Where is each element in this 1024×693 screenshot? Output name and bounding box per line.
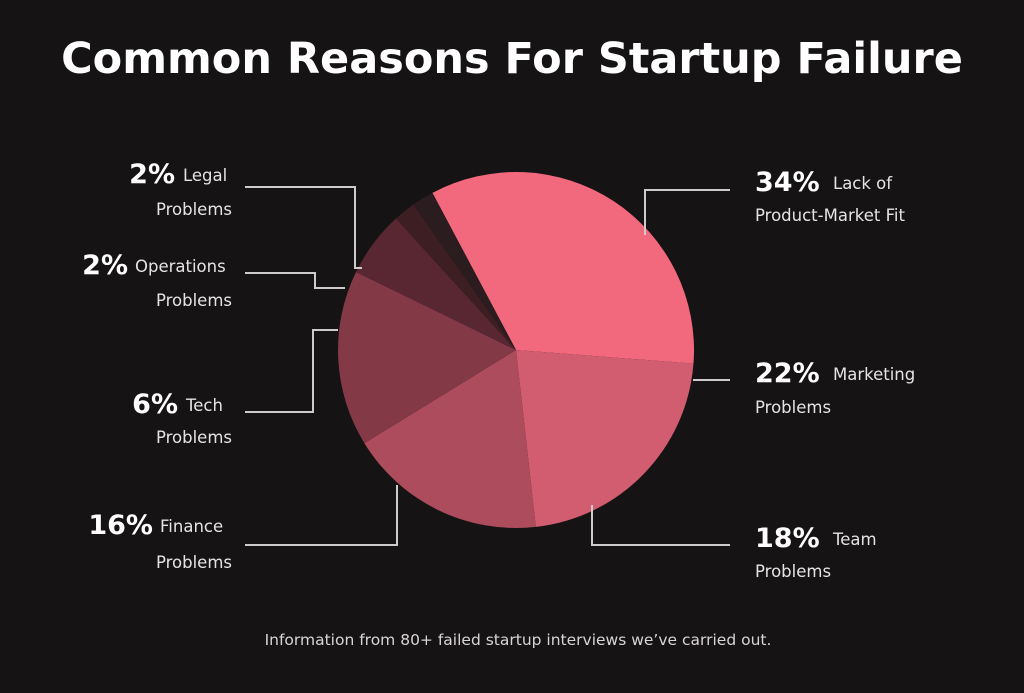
slice-category-label-line2: Problems	[156, 553, 232, 572]
slice-category-label-line2: Problems	[156, 291, 232, 310]
slice-percent-label: 2%	[129, 159, 175, 190]
pie-slice	[395, 204, 516, 350]
slice-category-label: Marketing	[833, 365, 915, 384]
pie-slice	[337, 271, 516, 444]
slice-category-label-line2: Problems	[755, 398, 831, 417]
pie-slices	[337, 171, 695, 528]
slice-percent-label: 2%	[82, 250, 128, 281]
leader-line	[245, 186, 362, 269]
slice-percent-label: 22%	[755, 358, 820, 389]
pie-slice	[516, 350, 694, 527]
slice-category-label: Lack of	[833, 174, 893, 193]
slice-labels: 34% Lack of Product-Market Fit 22% Marketing…	[82, 159, 915, 581]
slice-category-label-line2: Product-Market Fit	[755, 206, 905, 225]
leader-lines	[245, 186, 730, 546]
pie-slice	[432, 171, 695, 364]
slice-category-label: Finance	[160, 517, 223, 536]
slice-category-label: Legal	[183, 166, 227, 185]
leader-line	[591, 505, 730, 546]
leader-line	[245, 329, 338, 413]
slice-category-label: Operations	[135, 257, 226, 276]
slice-percent-label: 18%	[755, 523, 820, 554]
slice-percent-label: 34%	[755, 167, 820, 198]
pie-slice	[413, 192, 516, 350]
pie-slice	[364, 350, 536, 528]
slice-category-label-line2: Problems	[755, 562, 831, 581]
leader-line	[245, 485, 398, 546]
slice-category-label: Team	[832, 530, 877, 549]
slice-category-label-line2: Problems	[156, 200, 232, 219]
slice-percent-label: 6%	[132, 389, 178, 420]
slice-category-label: Tech	[185, 396, 223, 415]
slice-category-label-line2: Problems	[156, 428, 232, 447]
chart-title: Common Reasons For Startup Failure	[61, 34, 963, 84]
pie-slice	[356, 218, 516, 350]
leader-line	[245, 272, 345, 289]
leader-line	[644, 189, 730, 235]
slice-percent-label: 16%	[88, 510, 153, 541]
chart-caption: Information from 80+ failed startup inte…	[265, 631, 772, 649]
